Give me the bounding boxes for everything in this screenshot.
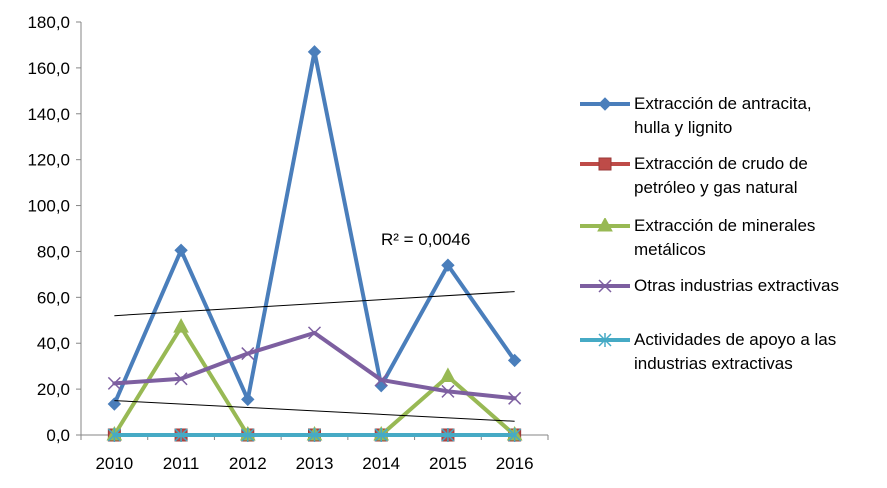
r-squared-label: R² = 0,0046 bbox=[381, 230, 470, 249]
x-tick-label: 2010 bbox=[95, 454, 133, 473]
y-tick-label: 20,0 bbox=[37, 380, 70, 399]
data-point-s2-5 bbox=[440, 367, 456, 382]
legend-item-minerales: Extracción de minerales metálicos bbox=[580, 214, 880, 274]
legend-label-minerales-line1: Extracción de minerales bbox=[634, 216, 816, 235]
data-point-s4-1 bbox=[174, 428, 188, 442]
legend-swatch-marker bbox=[598, 157, 612, 171]
legend-swatch-marker bbox=[598, 97, 612, 111]
legend-label-antracita-line1: Extracción de antracita, bbox=[634, 94, 812, 113]
data-point-s3-6 bbox=[508, 391, 522, 405]
x-tick-label: 2011 bbox=[163, 454, 200, 473]
legend-swatch-apoyo bbox=[580, 333, 630, 347]
legend-label-crudo-line1: Extracción de crudo de bbox=[634, 154, 808, 173]
data-point-s0-1 bbox=[174, 243, 188, 258]
series-line-3 bbox=[112, 330, 517, 401]
legend-swatch-marker bbox=[598, 333, 612, 347]
y-tick-label: 80,0 bbox=[37, 242, 70, 261]
data-point-s0-3 bbox=[307, 45, 322, 59]
y-tick-label: 40,0 bbox=[37, 334, 70, 353]
y-tick-label: 100,0 bbox=[27, 197, 70, 216]
data-point-s4-2 bbox=[241, 428, 255, 442]
legend-label-apoyo-line1: Actividades de apoyo a las bbox=[634, 330, 837, 349]
data-point-s3-5 bbox=[441, 384, 455, 398]
y-tick-label: 120,0 bbox=[27, 151, 70, 170]
legend-swatch-antracita bbox=[580, 97, 630, 111]
y-tick-label: 180,0 bbox=[27, 13, 70, 32]
x-tick-label: 2015 bbox=[429, 454, 467, 473]
x-tick-label: 2014 bbox=[362, 454, 400, 473]
legend-item-antracita: Extracción de antracita, hulla y lignito bbox=[580, 92, 880, 152]
data-point-s3-2 bbox=[241, 347, 255, 361]
data-point-s0-6 bbox=[507, 353, 522, 368]
legend-item-apoyo: Actividades de apoyo a las industrias ex… bbox=[580, 328, 880, 388]
legend-swatch-marker bbox=[598, 279, 612, 293]
data-point-s3-3 bbox=[307, 326, 322, 340]
legend-label-crudo-line2: petróleo y gas natural bbox=[634, 178, 798, 197]
data-point-s0-5 bbox=[441, 258, 455, 272]
series-line-0 bbox=[112, 49, 517, 407]
legend-swatch-marker bbox=[597, 218, 613, 232]
chart-legend: Extracción de antracita, hulla y lignito… bbox=[580, 92, 880, 388]
data-point-s4-5 bbox=[441, 428, 455, 442]
x-tick-label: 2012 bbox=[229, 454, 267, 473]
y-tick-label: 60,0 bbox=[37, 288, 70, 307]
legend-item-crudo: Extracción de crudo de petróleo y gas na… bbox=[580, 152, 880, 214]
data-point-s3-4 bbox=[374, 373, 388, 387]
data-point-s3-1 bbox=[174, 372, 188, 386]
legend-label-antracita-line2: hulla y lignito bbox=[634, 118, 733, 137]
y-tick-label: 160,0 bbox=[27, 59, 70, 78]
data-point-s4-6 bbox=[508, 428, 522, 442]
data-point-s2-1 bbox=[173, 318, 189, 333]
legend-item-otras: Otras industrias extractivas bbox=[580, 274, 880, 328]
data-point-s0-2 bbox=[241, 392, 255, 407]
legend-swatch-otras bbox=[580, 279, 630, 293]
legend-label-otras: Otras industrias extractivas bbox=[634, 276, 840, 295]
data-point-s4-4 bbox=[374, 428, 388, 442]
trendline-0 bbox=[114, 291, 515, 317]
y-tick-label: 0,0 bbox=[46, 426, 70, 445]
x-tick-label: 2013 bbox=[296, 454, 334, 473]
data-point-s4-3 bbox=[307, 428, 322, 442]
legend-label-apoyo-line2: industrias extractivas bbox=[634, 354, 793, 373]
x-tick-label: 2016 bbox=[496, 454, 534, 473]
legend-swatch-crudo bbox=[580, 157, 630, 171]
y-tick-label: 140,0 bbox=[27, 105, 70, 124]
data-point-s3-0 bbox=[107, 376, 121, 390]
trendline-3 bbox=[114, 400, 515, 422]
data-point-s0-0 bbox=[107, 397, 122, 411]
legend-label-minerales-line2: metálicos bbox=[634, 240, 706, 259]
data-point-s4-0 bbox=[107, 428, 121, 442]
legend-swatch-minerales bbox=[580, 218, 630, 232]
